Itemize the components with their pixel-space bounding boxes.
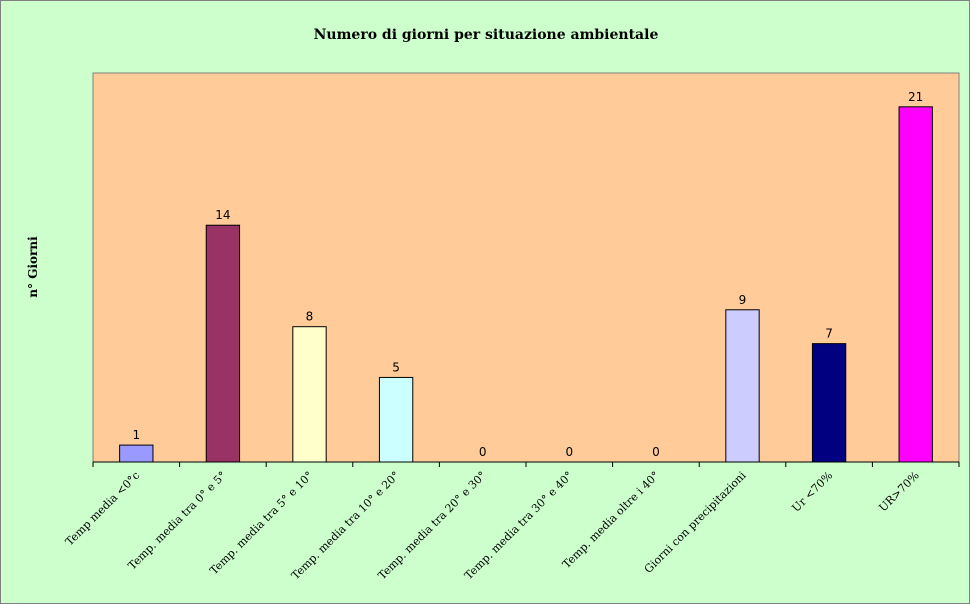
x-tick-label: Ur <70% bbox=[789, 469, 835, 515]
data-label: 7 bbox=[825, 327, 833, 341]
bar bbox=[119, 444, 154, 463]
x-tick-label: Giorni con precipitazioni bbox=[642, 469, 749, 576]
data-label: 1 bbox=[132, 428, 140, 442]
x-tick-label: Temp. media tra 5° e 10° bbox=[207, 469, 315, 577]
x-tick-label: Temp. media tra 0° e 5° bbox=[126, 469, 229, 572]
data-label: 5 bbox=[392, 360, 400, 374]
bar bbox=[725, 309, 760, 463]
data-label: 21 bbox=[908, 90, 923, 104]
x-tick-label: Temp media <0°c bbox=[63, 469, 142, 548]
x-tick-label: Temp. media oltre i 40° bbox=[560, 469, 662, 571]
bar bbox=[378, 376, 414, 463]
bar bbox=[205, 224, 241, 463]
data-label: 0 bbox=[479, 445, 487, 459]
data-label: 9 bbox=[739, 293, 747, 307]
chart-title: Numero di giorni per situazione ambienta… bbox=[314, 27, 659, 43]
bar bbox=[898, 106, 933, 463]
bar bbox=[811, 343, 847, 463]
data-label: 0 bbox=[565, 445, 573, 459]
x-tick-label: UR>70% bbox=[876, 469, 921, 514]
data-label: 14 bbox=[215, 208, 230, 222]
y-axis-label: n° Giorni bbox=[26, 236, 40, 298]
data-label: 0 bbox=[652, 445, 660, 459]
data-label: 8 bbox=[306, 310, 314, 324]
bar bbox=[292, 326, 327, 463]
